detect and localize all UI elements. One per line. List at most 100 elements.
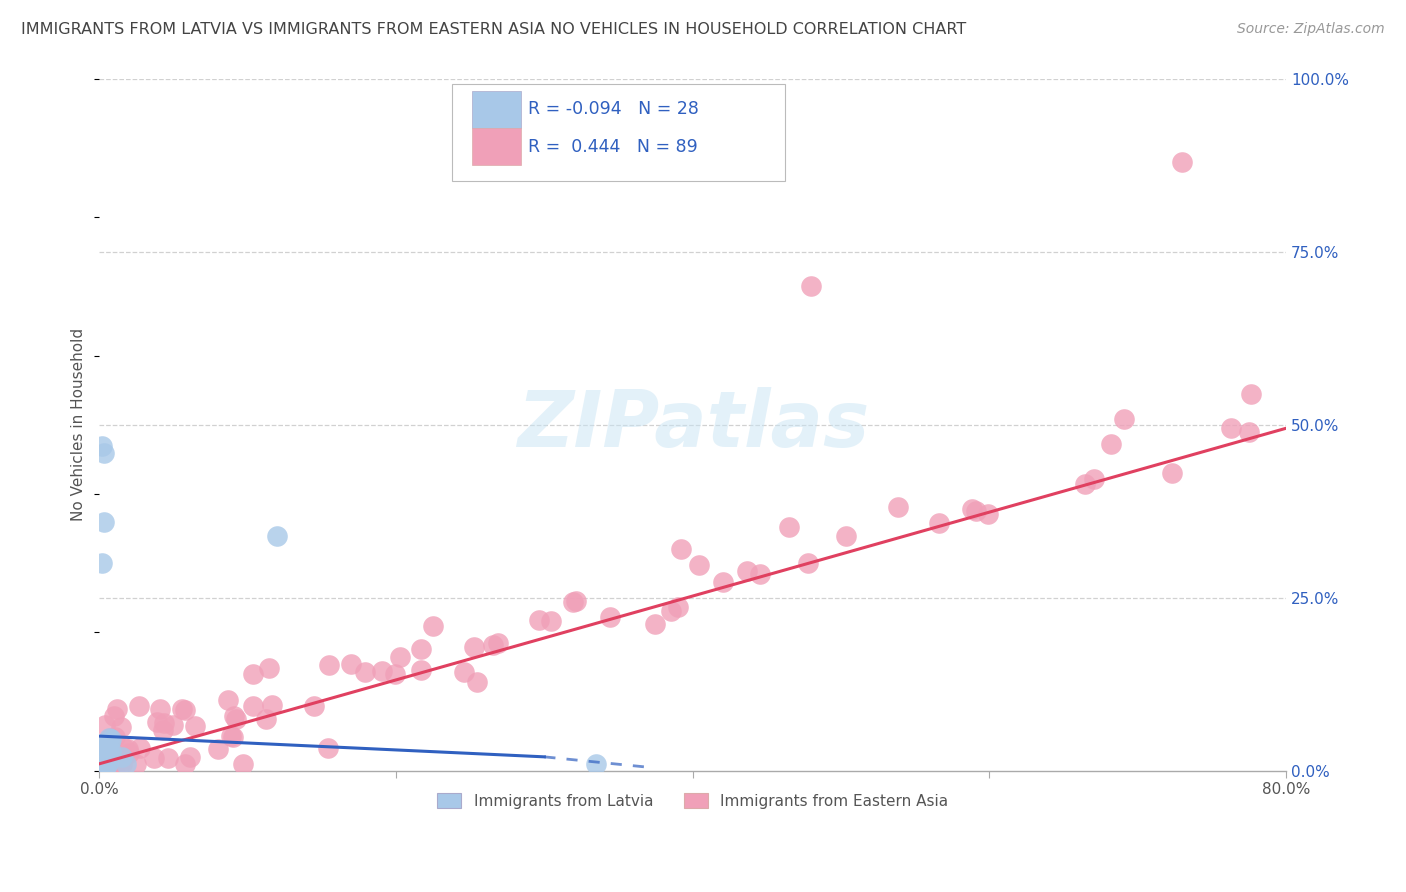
Point xyxy=(129,741,152,756)
Point xyxy=(713,574,735,589)
Point xyxy=(1171,155,1194,169)
Y-axis label: No Vehicles in Household: No Vehicles in Household xyxy=(72,328,86,522)
Point xyxy=(115,756,138,771)
Point xyxy=(217,693,239,707)
Point xyxy=(254,712,277,726)
Point xyxy=(156,751,179,765)
Point xyxy=(93,445,115,459)
Point xyxy=(174,703,197,717)
Point xyxy=(1114,412,1136,426)
Point xyxy=(91,439,114,453)
Point xyxy=(111,756,134,771)
Point xyxy=(105,702,128,716)
Point xyxy=(262,698,284,712)
Point xyxy=(183,719,205,733)
Point xyxy=(800,279,823,293)
Point xyxy=(117,742,139,756)
Point xyxy=(318,741,340,756)
Point xyxy=(384,666,406,681)
Point xyxy=(540,614,562,628)
Point xyxy=(318,658,340,673)
Point xyxy=(659,604,682,618)
FancyBboxPatch shape xyxy=(472,91,520,128)
Point xyxy=(93,740,115,755)
Point xyxy=(565,594,588,608)
Point xyxy=(142,751,165,765)
Point xyxy=(108,756,131,771)
Point xyxy=(778,520,800,534)
Point xyxy=(207,741,229,756)
Point xyxy=(118,746,141,760)
Point xyxy=(110,720,132,734)
Point xyxy=(222,731,245,745)
Point xyxy=(266,528,288,542)
FancyBboxPatch shape xyxy=(451,84,785,181)
Point xyxy=(90,754,112,768)
Point xyxy=(94,718,117,732)
Point xyxy=(422,619,444,633)
Point xyxy=(98,731,121,745)
Point xyxy=(302,699,325,714)
Point xyxy=(90,742,112,756)
Point xyxy=(644,617,666,632)
Point xyxy=(835,529,858,543)
Point xyxy=(94,752,117,766)
Text: ZIPatlas: ZIPatlas xyxy=(516,387,869,463)
Point xyxy=(1240,386,1263,401)
Point xyxy=(688,558,710,573)
Point xyxy=(599,609,621,624)
Point xyxy=(562,595,585,609)
Point xyxy=(409,642,432,657)
Point xyxy=(152,723,174,737)
Point xyxy=(170,702,193,716)
Point xyxy=(887,500,910,514)
Point xyxy=(96,756,118,771)
Point xyxy=(98,734,121,748)
Point xyxy=(112,748,135,763)
Point xyxy=(103,708,125,723)
Point xyxy=(149,702,172,716)
Point xyxy=(370,664,392,678)
Point xyxy=(669,541,692,556)
Point xyxy=(977,507,1000,521)
Point xyxy=(90,747,112,761)
Point xyxy=(96,758,118,772)
Point xyxy=(1160,466,1182,480)
Point xyxy=(389,649,412,664)
Point xyxy=(463,640,485,654)
Point xyxy=(97,744,120,758)
Point xyxy=(749,567,772,582)
Point xyxy=(965,503,987,517)
Point xyxy=(737,564,759,578)
Point xyxy=(128,699,150,714)
Point xyxy=(797,556,820,570)
Point xyxy=(482,639,505,653)
Point xyxy=(91,556,114,570)
Point xyxy=(453,665,475,679)
Point xyxy=(100,732,122,747)
Point xyxy=(222,709,245,723)
Point xyxy=(465,674,488,689)
Point xyxy=(94,745,117,759)
Point xyxy=(94,740,117,755)
Text: R =  0.444   N = 89: R = 0.444 N = 89 xyxy=(527,137,697,156)
Point xyxy=(221,730,243,744)
Point xyxy=(242,698,264,713)
Text: R = -0.094   N = 28: R = -0.094 N = 28 xyxy=(527,101,699,119)
Point xyxy=(962,502,984,516)
Point xyxy=(98,731,121,745)
Point xyxy=(585,756,607,771)
Point xyxy=(94,750,117,764)
Point xyxy=(928,516,950,530)
Point xyxy=(94,755,117,769)
Point xyxy=(174,756,197,771)
Point xyxy=(105,756,128,771)
Point xyxy=(1073,476,1095,491)
Point xyxy=(1101,436,1123,450)
Text: IMMIGRANTS FROM LATVIA VS IMMIGRANTS FROM EASTERN ASIA NO VEHICLES IN HOUSEHOLD : IMMIGRANTS FROM LATVIA VS IMMIGRANTS FRO… xyxy=(21,22,966,37)
Point xyxy=(1239,425,1261,439)
Point xyxy=(94,747,117,761)
Point xyxy=(90,738,112,752)
Point xyxy=(91,737,114,751)
Point xyxy=(1219,421,1241,435)
